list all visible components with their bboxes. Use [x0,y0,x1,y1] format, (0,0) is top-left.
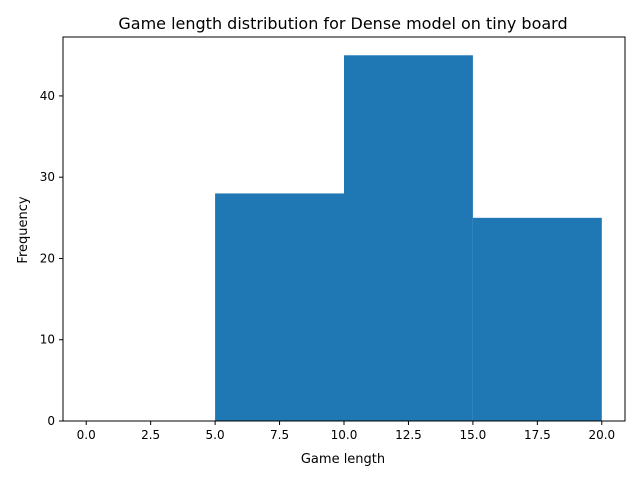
bars-group [215,55,602,422]
y-tick-label: 0 [47,414,55,428]
x-axis-ticks: 0.0 2.5 5.0 7.5 10.0 12.5 15.0 17.5 20.0 [77,421,615,442]
histogram-bar-3 [472,217,602,421]
x-tick-label: 5.0 [206,428,225,442]
y-tick-label: 20 [40,251,55,265]
x-axis-label: Game length [301,452,385,467]
x-tick-label: 7.5 [270,428,289,442]
x-tick-label: 15.0 [460,428,487,442]
y-axis-label: Frequency [16,196,31,263]
chart-title: Game length distribution for Dense model… [118,14,567,33]
x-tick-label: 2.5 [141,428,160,442]
x-tick-label: 20.0 [588,428,615,442]
x-tick-label: 0.0 [77,428,96,442]
y-tick-label: 30 [40,170,55,184]
histogram-bar-1 [215,193,344,421]
histogram-bar-2 [344,55,473,422]
y-tick-label: 40 [40,89,55,103]
plot-frame [62,36,626,422]
x-tick-label: 12.5 [395,428,422,442]
x-tick-label: 17.5 [524,428,551,442]
y-axis-ticks: 0 10 20 30 40 [40,89,63,428]
x-tick-label: 10.0 [331,428,358,442]
y-tick-label: 10 [40,333,55,347]
